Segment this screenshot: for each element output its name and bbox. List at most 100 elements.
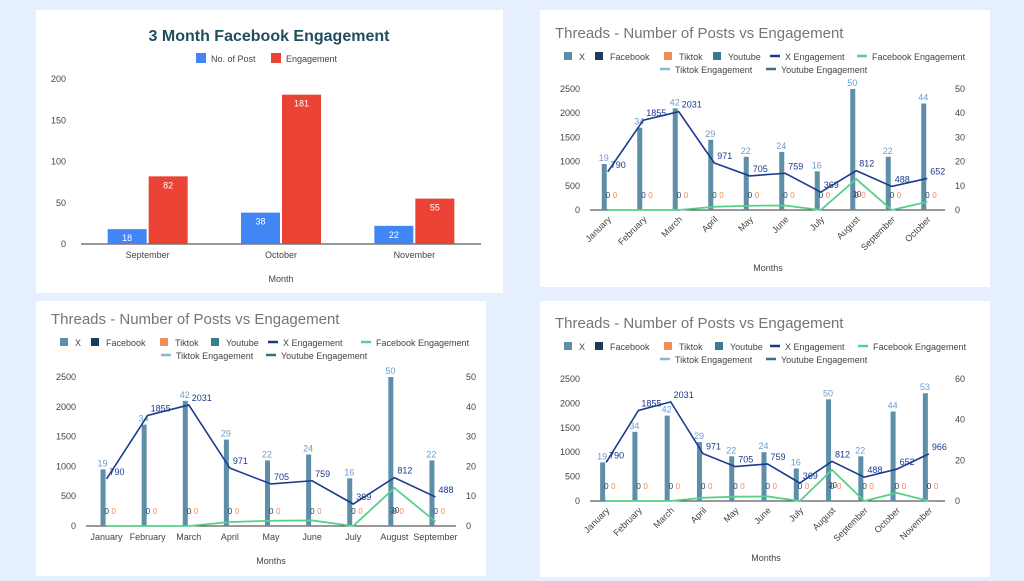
x-tick-label: April (689, 505, 709, 525)
small-bar-label: 0 (676, 482, 681, 491)
y-left-tick-label: 1000 (560, 447, 580, 457)
y-right-tick-label: 20 (955, 455, 965, 465)
legend-label-1: No. of Post (211, 54, 256, 64)
bar-data-label: 50 (847, 78, 857, 88)
bar-posts (374, 225, 414, 244)
bar-x-posts (306, 454, 312, 526)
bar-data-label: 22 (883, 146, 893, 156)
x-tick-label: November (898, 505, 934, 541)
bar-data-label: 22 (389, 230, 399, 240)
y-left-tick-label: 1000 (560, 157, 580, 167)
small-bar-label: 0 (712, 191, 717, 200)
legend-swatch-1 (564, 342, 572, 350)
bar-x-posts (637, 127, 643, 210)
bar-data-label: 24 (758, 441, 768, 451)
legend-label-2: Engagement (286, 54, 338, 64)
y-left-tick-label: 2500 (56, 372, 76, 382)
small-bar-label: 0 (783, 191, 788, 200)
small-bar-label: 0 (648, 191, 653, 200)
line-facebook-engagement (607, 177, 928, 211)
y-right-tick-label: 30 (955, 132, 965, 142)
y-left-tick-label: 500 (61, 491, 76, 501)
x-tick-label: May (722, 505, 741, 524)
small-bar-label: 0 (897, 191, 902, 200)
chart-threads-bottom-right: Threads - Number of Posts vs Engagement X… (540, 301, 990, 577)
small-bar-label: 0 (895, 482, 900, 491)
bar-x-posts (793, 468, 799, 501)
x-tick-label: May (262, 532, 280, 542)
bar-data-label: 44 (918, 93, 928, 103)
y-tick-label: 150 (51, 115, 66, 125)
small-bar-label: 0 (669, 482, 674, 491)
line-data-label: 652 (900, 457, 915, 467)
legend-label-4: Youtube (728, 52, 761, 62)
x-tick-label: October (265, 250, 297, 260)
x-tick-label: January (91, 532, 124, 542)
small-bar-label: 0 (805, 482, 810, 491)
line-data-label: 705 (738, 455, 753, 465)
legend-label-7: Tiktok Engagement (675, 355, 753, 365)
chart-title: Threads - Number of Posts vs Engagement (555, 315, 844, 332)
line-data-label: 705 (274, 472, 289, 482)
y-right-tick-label: 40 (466, 402, 476, 412)
small-bar-label: 0 (927, 482, 932, 491)
legend-label-5: X Engagement (785, 52, 845, 62)
line-x-engagement (607, 110, 928, 194)
legend-label-1: X (579, 342, 585, 352)
legend-swatch-1 (60, 338, 68, 346)
small-bar-label: 0 (153, 507, 158, 516)
y-left-tick-label: 0 (71, 521, 76, 531)
x-tick-label: August (811, 505, 838, 532)
bar-data-label: 16 (344, 467, 354, 477)
bar-x-posts (890, 411, 896, 501)
bar-data-label: 42 (180, 390, 190, 400)
x-tick-label: March (176, 532, 201, 542)
legend-label-8: Youtube Engagement (781, 355, 868, 365)
x-tick-label: June (770, 214, 791, 235)
extra-data-label: 30 (828, 481, 837, 490)
bar-x-posts (223, 439, 229, 526)
bar-data-label: 29 (705, 129, 715, 139)
legend-label-1: X (579, 52, 585, 62)
y-left-tick-label: 1500 (560, 423, 580, 433)
line-data-label: 1855 (646, 108, 666, 118)
line-data-label: 812 (859, 159, 874, 169)
legend-label-6: Facebook Engagement (376, 338, 470, 348)
x-tick-label: October (903, 214, 933, 244)
chart-threads-bottom-right-svg: Threads - Number of Posts vs Engagement X… (555, 315, 967, 563)
bar-engagement (282, 94, 321, 244)
line-facebook-engagement (106, 486, 437, 527)
x-axis-title: Month (268, 274, 293, 284)
x-tick-label: August (380, 532, 409, 542)
line-data-label: 759 (771, 452, 786, 462)
legend-label-5: X Engagement (283, 338, 343, 348)
chart-title: Threads - Number of Posts vs Engagement (51, 311, 340, 328)
bar-data-label: 34 (139, 414, 149, 424)
x-tick-label: May (736, 214, 755, 233)
bar-x-posts (664, 415, 670, 501)
bar-x-posts (601, 164, 607, 210)
chart-threads-top-right-svg: Threads - Number of Posts vs Engagement X… (555, 25, 966, 273)
line-facebook-engagement (606, 468, 930, 502)
line-data-label: 812 (835, 449, 850, 459)
bar-x-posts (265, 460, 270, 526)
small-bar-label: 0 (606, 191, 611, 200)
legend-swatch-4 (713, 52, 721, 60)
y-right-tick-label: 10 (466, 491, 476, 501)
x-tick-label: July (345, 532, 362, 542)
x-tick-label: August (835, 214, 862, 241)
small-bar-label: 0 (748, 191, 753, 200)
small-bar-label: 0 (684, 191, 689, 200)
legend-label-7: Tiktok Engagement (675, 65, 753, 75)
small-bar-label: 0 (105, 507, 110, 516)
bar-data-label: 50 (385, 366, 395, 376)
x-tick-label: September (832, 505, 870, 543)
small-bar-label: 0 (643, 482, 648, 491)
small-bar-label: 0 (890, 191, 895, 200)
small-bar-label: 0 (837, 482, 842, 491)
x-tick-label: February (616, 214, 649, 247)
small-bar-label: 0 (790, 191, 795, 200)
y-right-tick-label: 0 (466, 521, 471, 531)
legend-swatch-4 (715, 342, 723, 350)
line-data-label: 488 (438, 485, 453, 495)
